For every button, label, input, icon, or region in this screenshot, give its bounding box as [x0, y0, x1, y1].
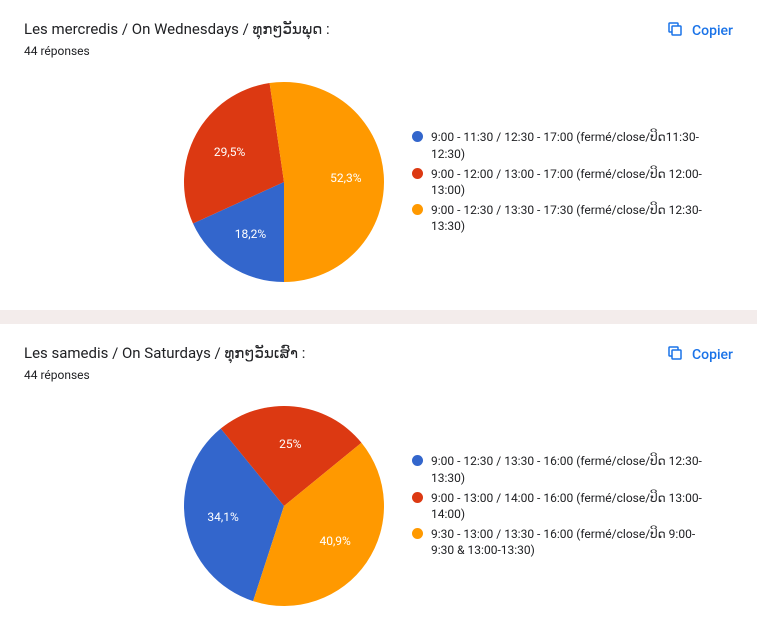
legend-swatch [412, 168, 423, 179]
section-saturdays: Les samedis / On Saturdays / ທຸກໆວັນເສົາ… [0, 324, 757, 634]
question-title: Les samedis / On Saturdays / ທຸກໆວັນເສົາ… [24, 344, 305, 362]
copy-icon [666, 344, 684, 366]
legend-item: 9:00 - 11:30 / 12:30 - 17:00 (fermé/clos… [412, 129, 712, 161]
copy-label: Copier [692, 23, 733, 39]
slice-label: 25% [279, 437, 301, 451]
response-count: 44 réponses [24, 44, 330, 58]
legend-swatch [412, 131, 423, 142]
legend-swatch [412, 492, 423, 503]
section-wednesdays: Les mercredis / On Wednesdays / ທຸກໆວັນພ… [0, 0, 757, 310]
question-title: Les mercredis / On Wednesdays / ທຸກໆວັນພ… [24, 20, 330, 38]
legend-label: 9:00 - 11:30 / 12:30 - 17:00 (fermé/clos… [431, 129, 712, 161]
legend-label: 9:00 - 12:30 / 13:30 - 16:00 (fermé/clos… [431, 453, 712, 485]
legend-item: 9:30 - 13:00 / 13:30 - 16:00 (fermé/clos… [412, 526, 712, 558]
question-block: Les samedis / On Saturdays / ທຸກໆວັນເສົາ… [24, 344, 305, 382]
slice-label: 40,9% [319, 534, 350, 548]
legend-swatch [412, 455, 423, 466]
pie-slice [270, 82, 384, 282]
legend-item: 9:00 - 13:00 / 14:00 - 16:00 (fermé/clos… [412, 490, 712, 522]
copy-label: Copier [692, 347, 733, 363]
slice-label: 34,1% [207, 510, 238, 524]
legend-item: 9:00 - 12:00 / 13:00 - 17:00 (fermé/clos… [412, 166, 712, 198]
chart-area: 18,2% 29,5% 52,3% 9:00 - 11:30 / 12:30 - 1… [24, 82, 733, 282]
slice-label: 52,3% [330, 171, 361, 185]
section-divider [0, 310, 757, 324]
question-block: Les mercredis / On Wednesdays / ທຸກໆວັນພ… [24, 20, 330, 58]
chart-area: 34,1% 25% 40,9% 9:00 - 12:30 / 13:30 - 16:… [24, 406, 733, 606]
legend: 9:00 - 12:30 / 13:30 - 16:00 (fermé/clos… [412, 453, 712, 558]
pie-chart: 34,1% 25% 40,9% [184, 406, 384, 606]
legend-swatch [412, 528, 423, 539]
copy-button[interactable]: Copier [666, 344, 733, 366]
copy-button[interactable]: Copier [666, 20, 733, 42]
legend-label: 9:00 - 13:00 / 14:00 - 16:00 (fermé/clos… [431, 490, 712, 522]
legend-label: 9:00 - 12:30 / 13:30 - 17:30 (fermé/clos… [431, 202, 712, 234]
slice-label: 18,2% [235, 227, 266, 241]
slice-label: 29,5% [214, 145, 245, 159]
legend-item: 9:00 - 12:30 / 13:30 - 17:30 (fermé/clos… [412, 202, 712, 234]
section-header: Les samedis / On Saturdays / ທຸກໆວັນເສົາ… [24, 344, 733, 382]
response-count: 44 réponses [24, 368, 305, 382]
copy-icon [666, 20, 684, 42]
legend: 9:00 - 11:30 / 12:30 - 17:00 (fermé/clos… [412, 129, 712, 234]
legend-item: 9:00 - 12:30 / 13:30 - 16:00 (fermé/clos… [412, 453, 712, 485]
pie-chart: 18,2% 29,5% 52,3% [184, 82, 384, 282]
section-header: Les mercredis / On Wednesdays / ທຸກໆວັນພ… [24, 20, 733, 58]
legend-label: 9:30 - 13:00 / 13:30 - 16:00 (fermé/clos… [431, 526, 712, 558]
legend-label: 9:00 - 12:00 / 13:00 - 17:00 (fermé/clos… [431, 166, 712, 198]
legend-swatch [412, 204, 423, 215]
